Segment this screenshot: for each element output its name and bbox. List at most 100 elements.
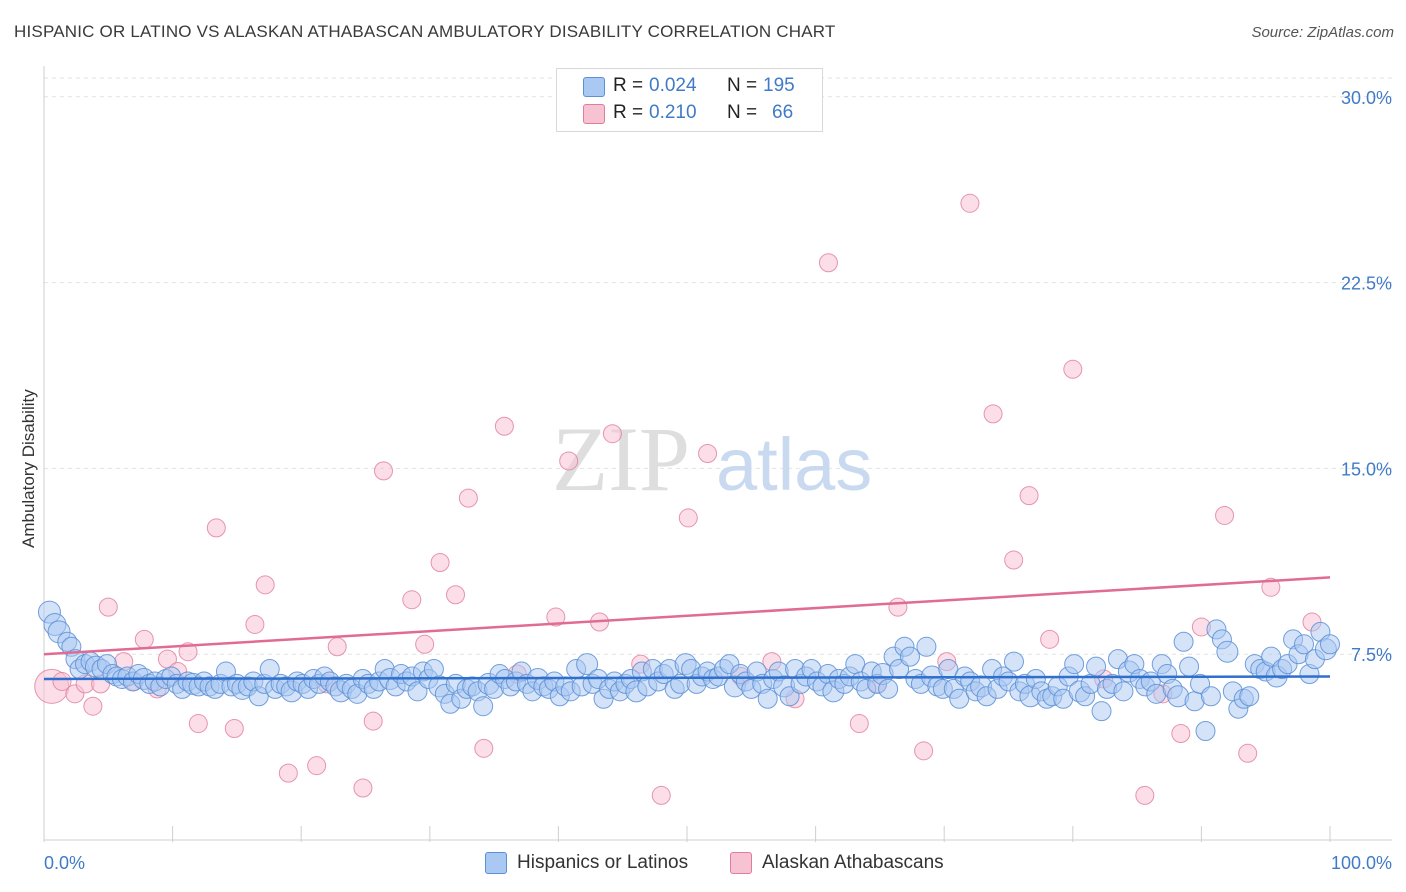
hispanic-point	[1179, 656, 1200, 677]
hispanic-point	[949, 688, 970, 709]
athabascan-point	[651, 785, 671, 805]
legend-n-value: 195	[763, 75, 795, 96]
grid-lines	[44, 77, 1392, 655]
legend-n-label: N =	[727, 75, 758, 96]
watermark-atlas: atlas	[716, 423, 872, 506]
athabascan-point	[818, 253, 838, 273]
tick-labels: 7.5% 15.0% 22.5% 30.0% 0.0% 100.0%	[44, 88, 1392, 873]
hispanic-point	[1113, 681, 1134, 702]
athabascan-point	[245, 614, 265, 634]
legend-r-value: 0.024	[649, 75, 697, 96]
y-tick-label: 30.0%	[1341, 88, 1392, 108]
athabascan-point	[430, 553, 450, 573]
athabascan-point	[474, 738, 494, 758]
hispanic-point	[1173, 631, 1194, 652]
athabascan-point	[353, 778, 373, 798]
hispanic-point	[1195, 720, 1216, 741]
athabascan-point	[1261, 577, 1281, 597]
athabascan-point	[278, 763, 298, 783]
athabascan-point	[1040, 629, 1060, 649]
athabascan-point	[1238, 743, 1258, 763]
athabascan-point	[494, 416, 514, 436]
hispanic-trend-line	[43, 675, 1331, 681]
athabascan-point	[188, 714, 208, 734]
athabascan-point	[458, 488, 478, 508]
y-axis-label: Ambulatory Disability	[19, 389, 38, 548]
athabascan-point	[1004, 550, 1024, 570]
athabascan-point	[602, 424, 622, 444]
legend-swatch-pink	[583, 104, 605, 124]
athabascan-point	[559, 451, 579, 471]
athabascan-point	[134, 629, 154, 649]
hispanic-point	[1091, 701, 1112, 722]
athabascan-point	[678, 508, 698, 528]
hispanic-point	[1200, 686, 1221, 707]
hispanic-point	[1086, 656, 1107, 677]
athabascan-point	[307, 756, 327, 776]
athabascan-point	[224, 719, 244, 739]
athabascan-point	[374, 461, 394, 481]
y-tick-label: 15.0%	[1341, 459, 1392, 479]
legend-item-athabascans: Alaskan Athabascans	[730, 852, 944, 874]
legend-label-hispanics: Hispanics or Latinos	[517, 852, 689, 874]
athabascan-point	[983, 404, 1003, 424]
trend-lines	[43, 576, 1331, 681]
legend-n-value: 66	[772, 102, 794, 123]
hispanic-point	[938, 659, 959, 680]
y-tick-label: 22.5%	[1341, 274, 1392, 294]
athabascan-point	[888, 597, 908, 617]
athabascan-point	[914, 741, 934, 761]
y-tick-label: 7.5%	[1351, 645, 1392, 665]
athabascan-point	[255, 575, 275, 595]
athabascan-point	[1135, 785, 1155, 805]
hispanic-point	[576, 653, 599, 676]
athabascan-point	[698, 444, 718, 464]
legend-r-value: 0.210	[649, 102, 697, 123]
athabascan-point	[546, 607, 566, 627]
athabascan-point	[1171, 723, 1191, 743]
athabascan-point	[206, 518, 226, 538]
athabascan-trend-line	[43, 576, 1331, 656]
legend-r-label: R =	[613, 75, 644, 96]
athabascan-point	[402, 590, 422, 610]
hispanic-point	[878, 678, 899, 699]
correlation-legend: R = 0.024 N = 195 R = 0.210 N = 66	[556, 68, 823, 132]
athabascan-point	[446, 585, 466, 605]
athabascan-point	[178, 642, 198, 662]
x-tick-label: 0.0%	[44, 853, 85, 873]
hispanic-point	[1239, 686, 1260, 707]
chart-title: HISPANIC OR LATINO VS ALASKAN ATHABASCAN…	[14, 22, 836, 41]
legend-row-hispanics: R = 0.024 N = 195	[557, 73, 822, 99]
legend-n-label: N =	[727, 102, 758, 123]
athabascan-point	[363, 711, 383, 731]
hispanic-point	[1003, 651, 1024, 672]
athabascan-point	[1215, 505, 1235, 525]
athabascan-point	[52, 671, 72, 691]
athabascan-point	[415, 634, 435, 654]
hispanic-point	[1216, 640, 1239, 663]
legend-r-label: R =	[613, 102, 644, 123]
hispanic-point	[1294, 634, 1315, 655]
athabascan-point	[960, 193, 980, 213]
athabascan-point	[83, 696, 103, 716]
legend-item-hispanics: Hispanics or Latinos	[485, 852, 688, 874]
axes	[43, 66, 1392, 842]
legend-swatch-blue	[485, 852, 507, 874]
legend-row-athabascans: R = 0.210 N = 66	[557, 100, 822, 126]
hispanic-point	[757, 688, 778, 709]
hispanic-point	[916, 636, 937, 657]
athabascan-point	[849, 714, 869, 734]
hispanic-point	[1064, 654, 1085, 675]
source-label: Source: ZipAtlas.com	[1251, 24, 1394, 41]
hispanic-point	[1320, 634, 1340, 655]
legend-swatch-pink	[730, 852, 752, 874]
athabascan-point	[1019, 486, 1039, 506]
legend-label-athabascans: Alaskan Athabascans	[762, 852, 944, 874]
athabascan-point	[1063, 359, 1083, 379]
athabascan-point	[98, 597, 118, 617]
legend-swatch-blue	[583, 77, 605, 97]
x-tick-label: 100.0%	[1331, 853, 1392, 873]
hispanic-point	[473, 696, 494, 717]
athabascan-point	[327, 637, 347, 657]
